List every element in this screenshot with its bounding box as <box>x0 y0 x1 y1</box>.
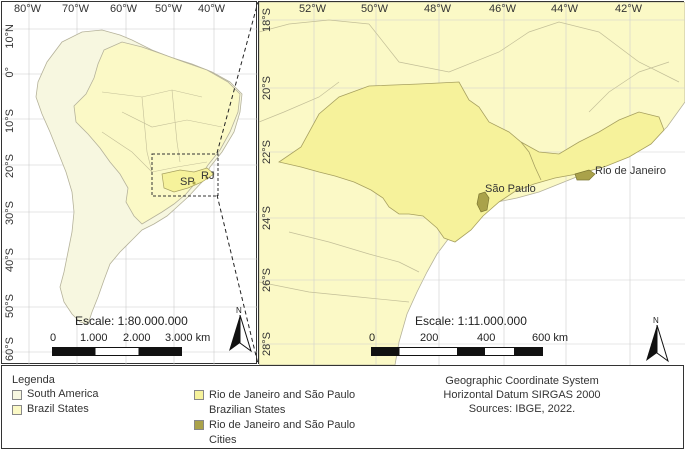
right-lon-label: 52°W <box>299 3 327 15</box>
legend-item-sp-rj-states: Rio de Janeiro and São Paulo Brazilian S… <box>194 388 374 418</box>
right-lat-labels: 18°S 20°S 22°S 24°S 26°S 28°S <box>259 2 275 365</box>
sp-rj-inset-map: São Paulo Rio de Janeiro <box>259 2 685 365</box>
legend-title: Legenda <box>12 374 55 386</box>
legend-label: Rio de Janeiro and São Paulo Brazilian S… <box>209 389 356 416</box>
legend-item-brazil-states: Brazil States <box>12 403 89 415</box>
right-north-label: N <box>653 316 659 325</box>
legend-swatch-sp-rj-cities <box>194 420 204 430</box>
legend-swatch-south-america <box>12 390 22 400</box>
right-lat-label: 20°S <box>261 76 273 100</box>
left-scale-ticks: 0 1.000 2.000 3.000 km <box>50 332 240 346</box>
legend-label: South America <box>27 388 99 400</box>
north-arrow-icon <box>229 315 252 353</box>
left-scale-text: Escale: 1:80.000.000 <box>75 314 188 328</box>
right-lat-label: 22°S <box>261 140 273 164</box>
city-label-rj: RJ <box>201 170 214 182</box>
right-scale-tick: 200 <box>420 332 439 344</box>
right-scale-tick: 600 km <box>532 332 569 344</box>
sp-rj-internal-border <box>520 141 542 181</box>
coordinate-system-info: Geographic Coordinate System Horizontal … <box>422 374 622 416</box>
legend-item-sp-rj-cities: Rio de Janeiro and São Paulo Cities <box>194 418 374 448</box>
info-line-3: Sources: IBGE, 2022. <box>468 403 576 415</box>
left-lon-label: 70°W <box>62 3 90 15</box>
city-label-sp: SP <box>180 176 195 188</box>
right-scale-text: Escale: 1:11.000.000 <box>415 314 527 328</box>
right-lon-label: 48°W <box>424 3 452 15</box>
right-lon-label: 44°W <box>551 3 579 15</box>
right-scale-tick: 0 <box>369 332 376 344</box>
rj-city-marker <box>205 176 209 180</box>
left-north-arrow: N <box>226 306 254 354</box>
left-scale-tick: 2.000 <box>123 332 151 344</box>
right-scale-ticks: 0 200 400 600 km <box>367 332 587 346</box>
left-scale-bar <box>52 347 182 356</box>
right-scale-tick: 400 <box>477 332 496 344</box>
sp-city-marker <box>192 181 196 185</box>
left-lon-label: 60°W <box>110 3 138 15</box>
right-lon-labels: 52°W 50°W 48°W 46°W 44°W 42°W <box>259 2 685 18</box>
left-lon-label: 40°W <box>198 3 226 15</box>
sp-rj-inset-map-frame: São Paulo Rio de Janeiro 52°W 50°W 48°W … <box>258 1 685 365</box>
left-scale-tick: 1.000 <box>80 332 108 344</box>
right-lat-label: 18°S <box>261 8 273 32</box>
legend-section: Legenda South America Brazil States Rio … <box>1 365 684 449</box>
right-lat-label: 28°S <box>261 332 273 356</box>
city-label-rio-de-janeiro: Rio de Janeiro <box>595 165 666 177</box>
legend-label: Brazil States <box>27 403 89 415</box>
sao-paulo-city <box>476 191 490 213</box>
legend-item-south-america: South America <box>12 388 99 400</box>
legend-label: Rio de Janeiro and São Paulo Cities <box>209 419 356 446</box>
right-lon-label: 42°W <box>615 3 643 15</box>
left-lon-label: 80°W <box>14 3 42 15</box>
inset-state-borders <box>259 19 680 303</box>
info-line-1: Geographic Coordinate System <box>445 375 599 387</box>
left-scale-tick: 0 <box>50 332 57 344</box>
right-lat-label: 24°S <box>261 206 273 230</box>
left-lon-labels: 80°W 70°W 60°W 50°W 40°W <box>2 2 258 18</box>
info-line-2: Horizontal Datum SIRGAS 2000 <box>443 389 601 401</box>
right-lon-label: 46°W <box>489 3 517 15</box>
right-north-arrow: N <box>643 316 671 364</box>
left-scale-tick: 3.000 km <box>165 332 211 344</box>
sp-rj-states <box>278 81 665 243</box>
south-america-map-frame: SP RJ 80°W 70°W 60°W 50°W 40°W 10°N 0° 1… <box>1 1 258 365</box>
right-lon-label: 50°W <box>361 3 389 15</box>
south-america-map: SP RJ <box>2 2 258 365</box>
left-lon-label: 50°W <box>155 3 183 15</box>
right-scale-bar <box>371 347 543 356</box>
rio-de-janeiro-city <box>574 169 596 181</box>
north-arrow-icon <box>646 325 669 363</box>
right-lat-label: 26°S <box>261 268 273 292</box>
legend-swatch-sp-rj-states <box>194 390 204 400</box>
legend-swatch-brazil-states <box>12 405 22 415</box>
inset-extent-box <box>151 153 219 197</box>
city-label-sao-paulo: São Paulo <box>485 183 536 195</box>
brazil-state-borders <box>101 89 223 173</box>
left-north-label: N <box>236 306 242 315</box>
